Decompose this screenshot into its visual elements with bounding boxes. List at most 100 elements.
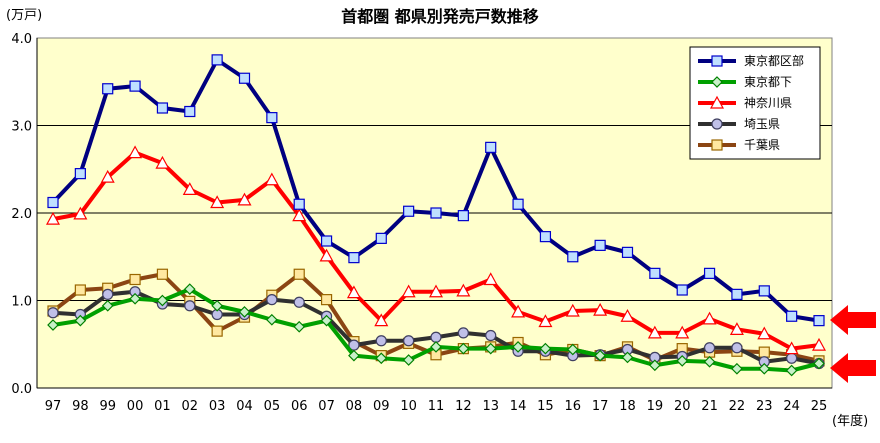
data-point: [676, 284, 688, 296]
data-point: [813, 357, 825, 370]
x-tick-label: 24: [783, 399, 800, 414]
x-tick-label: 08: [346, 399, 363, 414]
data-point: [565, 303, 580, 317]
data-point: [703, 355, 716, 368]
x-tick-label: 00: [127, 399, 144, 414]
y-tick-label: 3.0: [11, 120, 32, 135]
data-point: [74, 168, 86, 180]
data-point: [485, 329, 497, 342]
x-tick-label: 98: [72, 399, 89, 414]
x-tick-label: 99: [99, 399, 116, 414]
data-point: [293, 268, 305, 280]
data-point: [320, 314, 333, 327]
x-tick-label: 12: [455, 399, 472, 414]
x-tick-label: 05: [264, 399, 281, 414]
data-point: [292, 208, 307, 222]
data-point: [757, 326, 772, 340]
data-point: [319, 248, 334, 262]
data-point: [375, 335, 387, 347]
x-tick-label: 14: [510, 399, 527, 414]
data-point: [129, 273, 141, 286]
data-point: [102, 288, 114, 300]
x-tick-label: 03: [209, 399, 226, 414]
data-point: [758, 285, 770, 297]
y-tick-label: 0.0: [11, 382, 32, 397]
legend-marker: [711, 118, 723, 130]
data-point: [375, 232, 387, 244]
data-point: [74, 314, 87, 327]
data-point: [129, 292, 141, 305]
legend-label: 神奈川県: [744, 96, 792, 110]
data-point: [100, 169, 115, 183]
data-point: [457, 327, 469, 339]
data-point: [457, 342, 470, 355]
data-point: [593, 302, 608, 316]
data-point: [430, 331, 442, 343]
data-point: [403, 205, 415, 217]
legend-label: 東京都区部: [744, 53, 804, 68]
data-point: [511, 304, 526, 318]
legend-item: 神奈川県: [698, 95, 792, 110]
x-axis-unit-label: (年度): [832, 413, 868, 429]
arrow-icon: [830, 305, 876, 335]
data-point: [238, 306, 251, 318]
data-point: [813, 315, 825, 327]
data-point: [155, 155, 170, 169]
data-point: [731, 288, 743, 300]
data-point: [485, 141, 497, 153]
x-tick-label: 02: [182, 399, 199, 414]
data-point: [156, 102, 169, 114]
x-tick-label: 04: [236, 399, 253, 414]
series-2: [45, 145, 827, 355]
data-point: [266, 112, 278, 124]
legend-label: 東京都下: [744, 75, 792, 89]
data-point: [620, 308, 635, 322]
y-axis-unit-label: (万戸): [6, 8, 42, 23]
legend-marker: [711, 139, 723, 151]
x-tick-label: 09: [373, 399, 390, 414]
data-point: [430, 341, 442, 353]
legend-marker: [711, 55, 723, 67]
data-point: [320, 235, 333, 247]
data-point: [293, 296, 305, 308]
data-point: [210, 195, 225, 209]
data-point: [184, 300, 196, 312]
data-point: [786, 310, 798, 322]
arrow-icon: [830, 353, 876, 383]
data-point: [293, 320, 306, 333]
data-point: [785, 364, 798, 377]
indicator-arrows: [830, 305, 876, 383]
data-point: [266, 294, 278, 306]
data-point: [647, 325, 662, 339]
data-point: [758, 362, 771, 375]
x-tick-label: 06: [291, 399, 308, 414]
data-point: [401, 284, 416, 298]
legend-label: 千葉県: [744, 138, 780, 152]
data-point: [184, 105, 196, 118]
data-point: [784, 341, 799, 355]
data-point: [129, 80, 141, 92]
data-point: [811, 337, 827, 351]
data-point: [211, 325, 223, 337]
data-point: [457, 210, 469, 222]
x-tick-label: 20: [674, 399, 691, 414]
x-tick-label: 18: [619, 399, 636, 414]
data-point: [675, 325, 690, 339]
data-point: [402, 354, 415, 366]
data-point: [566, 343, 579, 356]
x-tick-label: 21: [701, 399, 718, 414]
legend-item: 東京都下: [698, 75, 792, 89]
data-point: [348, 349, 360, 362]
data-point: [649, 359, 661, 372]
data-point: [183, 283, 196, 295]
y-tick-label: 1.0: [11, 295, 32, 310]
data-point: [238, 72, 251, 84]
legend-marker: [711, 76, 723, 88]
data-point: [266, 313, 278, 326]
data-point: [47, 196, 59, 209]
data-point: [456, 283, 471, 297]
data-point: [73, 206, 88, 220]
data-point: [758, 346, 770, 358]
data-point: [539, 231, 552, 243]
